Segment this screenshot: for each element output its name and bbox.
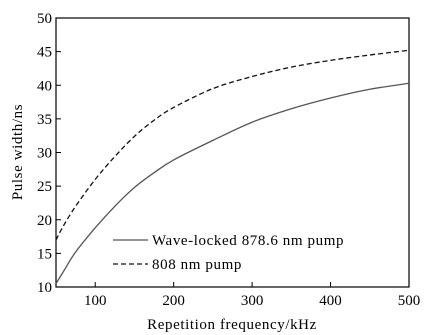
- y-tick-label: 40: [37, 78, 52, 94]
- legend-label-2: 808 nm pump: [152, 257, 242, 273]
- series-line-1: [55, 82, 410, 284]
- y-axis-ticks: 10 15 20 25 30 35 40 45 50: [37, 11, 61, 296]
- y-tick-label: 45: [37, 45, 52, 61]
- y-tick-label: 15: [37, 246, 52, 262]
- series-line-2: [55, 49, 410, 241]
- x-axis-label: Repetition frequency/kHz: [147, 317, 317, 333]
- x-axis-ticks: 100 200 300 400 500: [84, 282, 420, 309]
- y-tick-label: 20: [37, 213, 52, 229]
- legend-label-1: Wave-locked 878.6 nm pump: [152, 233, 344, 249]
- x-tick-label: 500: [398, 293, 421, 309]
- legend: Wave-locked 878.6 nm pump 808 nm pump: [113, 233, 344, 273]
- y-axis-label: Pulse width/ns: [10, 104, 26, 200]
- x-tick-label: 400: [319, 293, 342, 309]
- y-tick-label: 50: [37, 11, 52, 27]
- series-lines: [55, 49, 410, 284]
- x-tick-label: 200: [162, 293, 185, 309]
- x-tick-label: 100: [84, 293, 107, 309]
- y-tick-label: 10: [37, 280, 52, 296]
- y-tick-label: 25: [37, 179, 52, 195]
- y-tick-label: 30: [37, 146, 52, 162]
- x-tick-label: 300: [241, 293, 264, 309]
- y-tick-label: 35: [37, 112, 52, 128]
